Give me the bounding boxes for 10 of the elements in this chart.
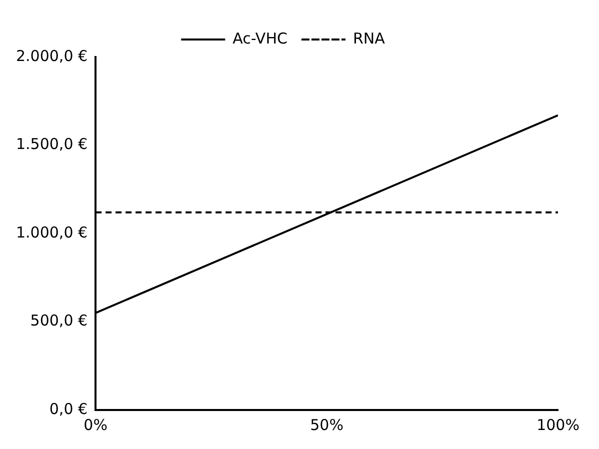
x-tick-label: 50%	[310, 416, 344, 434]
y-tick-label: 2.000,0 €	[16, 46, 88, 65]
legend-label: Ac-VHC	[232, 29, 288, 48]
legend-label: RNA	[352, 29, 386, 48]
x-tick-label: 0%	[84, 416, 108, 434]
y-tick-label: 500,0 €	[30, 312, 88, 330]
y-tick-label: 0,0 €	[49, 400, 88, 418]
y-tick-label: 1.000,0 €	[16, 223, 88, 242]
y-tick-label: 1.500,0 €	[16, 135, 88, 154]
x-tick-label: 100%	[536, 416, 580, 434]
